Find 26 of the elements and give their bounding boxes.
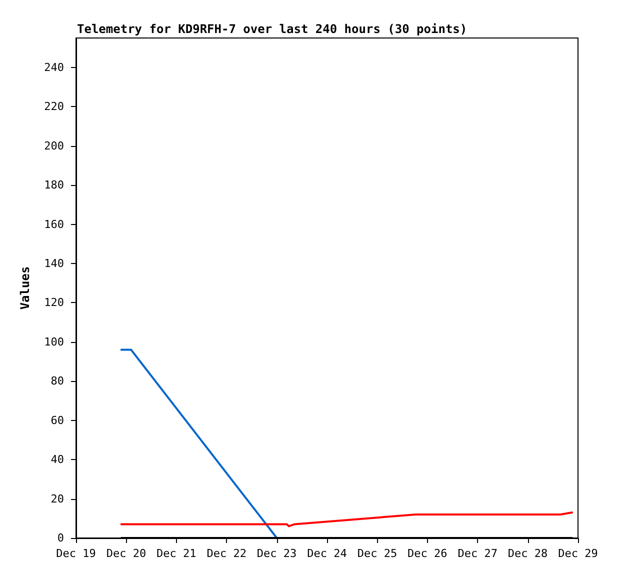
x-tick-label: Dec 27	[458, 547, 498, 560]
y-tick-label: 180	[44, 178, 64, 192]
x-tick-label: Dec 28	[508, 547, 548, 560]
x-tick-label: Dec 26	[408, 547, 448, 560]
y-tick-label: 120	[44, 296, 64, 310]
y-tick-label: 0	[57, 532, 64, 544]
y-tick-label: 80	[50, 374, 64, 388]
y-tick-label: 200	[44, 139, 64, 152]
y-tick-label: 20	[50, 492, 64, 506]
y-tick-label: 100	[44, 335, 64, 348]
x-tick-label: Dec 24	[307, 547, 348, 560]
x-tick-label: Dec 22	[206, 547, 246, 560]
x-tick-label: Dec 21	[156, 547, 196, 560]
x-tick-label: Dec 19	[56, 547, 96, 560]
x-tick-label: Dec 25	[357, 547, 398, 560]
y-tick-label: 140	[44, 256, 64, 270]
y-axis-title: Values	[18, 266, 32, 310]
y-tick-label: 220	[44, 100, 64, 114]
y-tick-label: 240	[44, 60, 64, 74]
chart-title: Telemetry for KD9RFH-7 over last 240 hours (30 points)	[77, 22, 468, 36]
x-tick-label: Dec 20	[106, 547, 146, 560]
x-tick-label: Dec 23	[256, 547, 297, 560]
y-tick-label: 60	[50, 414, 64, 427]
x-tick-label: Dec 29	[558, 547, 598, 560]
y-tick-label: 40	[50, 453, 64, 466]
y-tick-label: 160	[44, 218, 64, 231]
